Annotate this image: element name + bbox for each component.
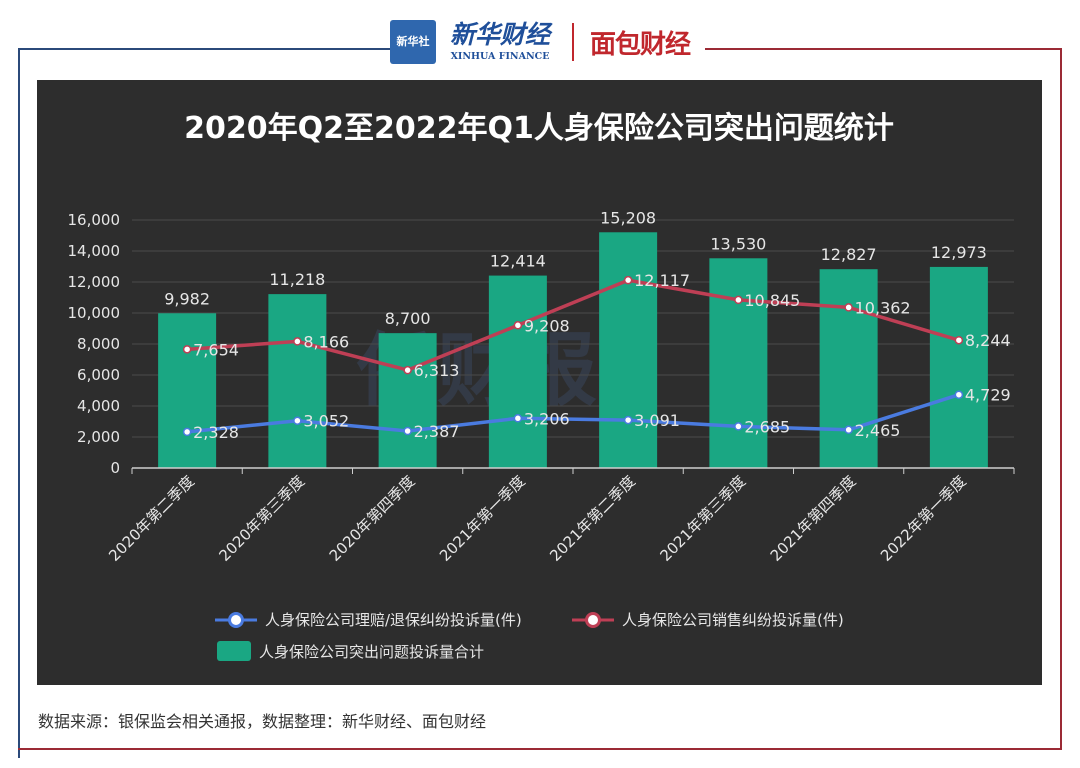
bar-value-label: 13,530	[710, 234, 766, 253]
line-point	[293, 416, 302, 425]
line-point	[734, 295, 743, 305]
line-value-label: 12,117	[634, 271, 690, 290]
bar-value-label: 9,982	[164, 289, 210, 308]
bar-layer	[158, 232, 988, 468]
line-point	[182, 345, 192, 354]
brand-block: 新华财经 XINHUA FINANCE	[444, 22, 556, 62]
line-point	[403, 365, 412, 375]
line-value-label: 2,328	[193, 423, 239, 442]
y-tick-label: 2,000	[77, 428, 120, 446]
bar-value-label: 15,208	[600, 208, 656, 227]
line-point	[844, 425, 853, 435]
bar-value-label: 12,973	[931, 243, 987, 262]
bar	[488, 275, 547, 468]
series-line	[186, 393, 960, 434]
header-divider	[572, 23, 574, 61]
y-tick-label: 0	[110, 459, 120, 477]
bar-value-label: 11,218	[269, 270, 325, 289]
legend-marker	[228, 612, 244, 628]
line-point	[844, 303, 853, 312]
x-category-label: 2021年第三季度	[656, 472, 749, 565]
y-tick-label: 8,000	[77, 335, 120, 353]
frame-left-border	[18, 48, 20, 758]
line-point	[293, 337, 302, 346]
line-point	[513, 414, 523, 423]
x-category-label: 2022年第一季度	[877, 472, 970, 565]
bar-value-label: 12,827	[821, 245, 877, 264]
chart-svg: 侨财报 2020年Q2至2022年Q1人身保险公司突出问题统计 02,0004,…	[68, 111, 1015, 661]
y-tick-label: 16,000	[68, 211, 121, 229]
legend-label: 人身保险公司销售纠纷投诉量(件)	[622, 611, 844, 629]
y-tick-label: 12,000	[68, 273, 121, 291]
partner-brand: 面包财经	[590, 29, 691, 60]
y-tick-label: 6,000	[77, 366, 120, 384]
line-value-label: 4,729	[965, 386, 1011, 405]
frame-right-border	[1060, 48, 1062, 748]
legend-label: 人身保险公司理赔/退保纠纷投诉量(件)	[265, 611, 522, 629]
legend-label: 人身保险公司突出问题投诉量合计	[259, 643, 484, 661]
line-point	[954, 390, 964, 399]
bar-value-label: 12,414	[490, 252, 546, 271]
line-point	[403, 426, 412, 436]
line-value-label: 8,166	[303, 332, 349, 351]
line-point	[182, 427, 192, 437]
y-tick-label: 4,000	[77, 397, 120, 415]
chart-title: 2020年Q2至2022年Q1人身保险公司突出问题统计	[184, 111, 894, 146]
line-value-label: 2,387	[414, 422, 460, 441]
line-point	[734, 422, 743, 431]
xinhua-logo: 新华社	[390, 20, 436, 64]
legend-marker	[585, 612, 601, 628]
x-category-label: 2020年第二季度	[105, 472, 198, 565]
legend-layer: 人身保险公司理赔/退保纠纷投诉量(件) 人身保险公司销售纠纷投诉量(件) 人身保险公…	[215, 611, 844, 661]
label-layer: 9,982 11,218 8,700 12,414 15,208 13,530 12,827…	[164, 208, 1010, 442]
x-category-label: 2021年第四季度	[767, 472, 860, 565]
line-point	[623, 275, 633, 285]
x-category-label: 2020年第四季度	[326, 472, 419, 565]
chart-panel: 侨财报 2020年Q2至2022年Q1人身保险公司突出问题统计 0 2,000 4,…	[37, 80, 1042, 685]
line-value-label: 3,206	[524, 409, 570, 428]
line-value-label: 10,362	[855, 298, 911, 317]
brand-english: XINHUA FINANCE	[450, 51, 550, 62]
line-value-label: 3,052	[303, 412, 349, 431]
series-line	[186, 278, 960, 372]
line-value-label: 10,845	[744, 291, 800, 310]
line-point	[954, 335, 964, 345]
bar	[378, 333, 437, 468]
x-category-label: 2020年第三季度	[215, 472, 308, 565]
line-point	[623, 415, 633, 425]
line-value-label: 2,685	[744, 417, 790, 436]
line-value-label: 7,654	[193, 340, 239, 359]
bar	[709, 258, 768, 468]
x-category-label: 2021年第一季度	[436, 472, 529, 565]
y-tick-label: 10,000	[68, 304, 121, 322]
frame-bottom-border	[18, 748, 1062, 750]
line-value-label: 2,465	[855, 421, 901, 440]
legend-bar-swatch	[217, 641, 251, 661]
brand-name: 新华财经	[449, 20, 550, 49]
line-value-label: 9,208	[524, 316, 570, 335]
bar	[158, 313, 217, 468]
x-category-label: 2021年第二季度	[546, 472, 639, 565]
y-tick-label: 14,000	[68, 242, 121, 260]
line-value-label: 8,244	[965, 331, 1011, 350]
bar	[599, 232, 658, 468]
bar	[929, 266, 988, 468]
line-value-label: 6,313	[414, 361, 460, 380]
line-point	[513, 321, 523, 330]
bar	[819, 269, 878, 468]
header-brand-bar: 新华社 新华财经 XINHUA FINANCE 面包财经	[390, 14, 705, 70]
line-layer	[182, 275, 964, 437]
frame-top-right-border	[705, 48, 1062, 50]
bar-value-label: 8,700	[385, 309, 431, 328]
bar	[268, 294, 327, 468]
data-source-note: 数据来源：银保监会相关通报，数据整理：新华财经、面包财经	[38, 712, 487, 731]
frame-top-left-border	[18, 48, 390, 50]
line-value-label: 3,091	[634, 411, 680, 430]
